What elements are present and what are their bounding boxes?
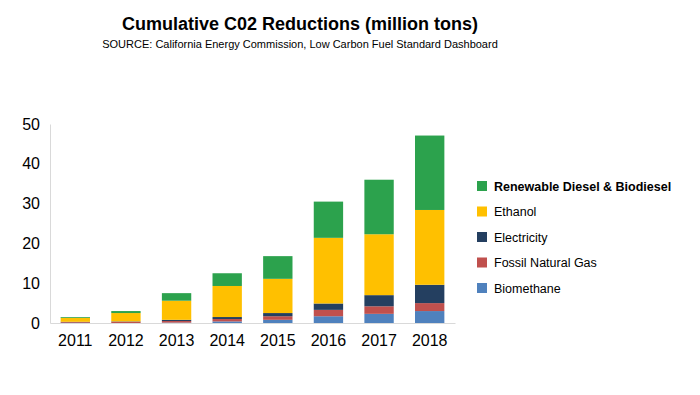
y-tick: 20 [22,235,50,252]
bar [263,256,292,279]
bar [314,238,343,304]
legend-item: Renewable Diesel & Biodiesel [477,180,671,194]
bar [263,313,292,316]
title: Cumulative C02 Reductions (million tons) [122,14,478,34]
bar [213,273,242,286]
x-tick: 2014 [209,323,245,349]
bar [364,306,393,314]
bar [364,180,393,235]
bar [111,322,140,323]
legend: Renewable Diesel & Biodiesel Ethanol Elect… [477,180,671,296]
bar [61,323,90,324]
y-tick: 0 [31,315,50,332]
y-axis: 0 10 20 30 40 50 [22,116,50,332]
bar [415,303,444,311]
bar [162,320,191,321]
bar [314,316,343,323]
chart: Cumulative C02 Reductions (million tons)… [0,0,700,395]
bar [61,318,90,322]
y-tick-label: 30 [22,195,40,212]
legend-item: Fossil Natural Gas [477,256,597,270]
bar [213,321,242,323]
legend-swatch [477,283,487,293]
subtitle: SOURCE: California Energy Commission, Lo… [102,38,498,50]
bar [415,210,444,285]
bars [61,136,445,323]
y-tick-label: 10 [22,275,40,292]
y-axis-line [50,125,51,324]
bar [162,301,191,320]
bar [314,303,343,309]
bar [162,321,191,323]
bar [61,322,90,323]
x-tick: 2015 [260,323,296,349]
bar [213,319,242,321]
legend-swatch [477,258,487,268]
bar [111,313,140,321]
bar [263,316,292,320]
bar [263,320,292,323]
bar [213,286,242,317]
legend-swatch [477,207,487,217]
x-tick-label: 2012 [108,332,144,349]
bar [314,202,343,238]
x-tick-label: 2014 [209,332,245,349]
legend-label: Renewable Diesel & Biodiesel [494,180,671,194]
y-tick-label: 0 [31,315,40,332]
bar [263,279,292,313]
y-tick-label: 50 [22,116,40,133]
bar [415,136,444,210]
bar [415,311,444,323]
legend-item: Biomethane [477,282,561,296]
x-tick-label: 2013 [159,332,195,349]
y-tick: 50 [22,116,50,133]
x-tick-label: 2015 [260,332,296,349]
x-axis-line [51,323,456,324]
legend-swatch [477,232,487,242]
y-tick-label: 20 [22,235,40,252]
legend-item: Ethanol [477,205,536,219]
x-tick-label: 2016 [311,332,347,349]
y-tick: 10 [22,275,50,292]
legend-label: Fossil Natural Gas [494,256,597,270]
bar [213,317,242,319]
bar [364,314,393,323]
legend-label: Ethanol [494,205,536,219]
bar [364,295,393,306]
bar [111,323,140,324]
y-tick: 30 [22,195,50,212]
x-tick: 2011 [58,323,93,349]
x-axis: 2011 2012 2013 2014 2015 2016 2017 2018 [51,323,456,349]
x-tick: 2012 [108,323,144,349]
y-tick-label: 40 [22,155,40,172]
plot: 0102030405020112012201320142015201620172… [22,116,455,350]
bar [415,285,444,303]
legend-label: Electricity [494,231,548,245]
x-tick-label: 2017 [361,332,397,349]
legend-label: Biomethane [494,282,561,296]
x-tick: 2016 [311,323,347,349]
x-tick: 2018 [412,323,448,349]
bar [314,310,343,316]
series-bars [162,311,444,323]
bar [61,317,90,319]
legend-item: Electricity [477,231,548,245]
bar [364,234,393,295]
series-bars [61,136,445,318]
y-tick: 40 [22,155,50,172]
x-tick: 2013 [159,323,195,349]
x-tick: 2017 [361,323,397,349]
legend-swatch [477,181,487,191]
bar [111,311,140,313]
x-tick-label: 2011 [58,332,93,349]
bar [162,293,191,301]
x-tick-label: 2018 [412,332,448,349]
